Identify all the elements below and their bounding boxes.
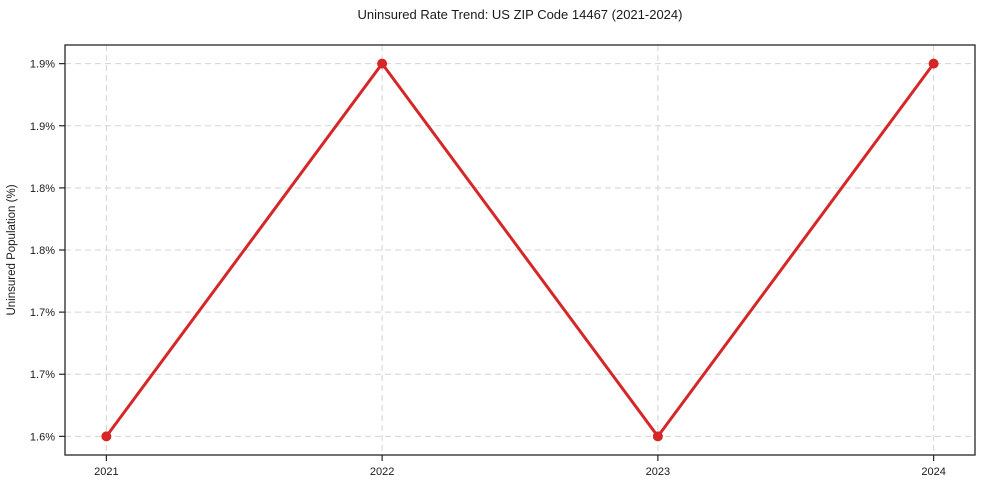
x-tick-label-2024: 2024: [921, 466, 945, 478]
data-point-2024: [928, 58, 939, 69]
x-tick-label-2021: 2021: [94, 466, 118, 478]
y-tick-label: 1.7%: [30, 369, 55, 381]
y-axis-label-text: Uninsured Population (%): [6, 184, 18, 316]
y-tick-label: 1.9%: [30, 59, 55, 71]
y-tick-label: 1.6%: [30, 431, 55, 443]
y-tick-label: 1.8%: [30, 245, 55, 257]
y-tick-label: 1.8%: [30, 183, 55, 195]
data-line: [104, 62, 936, 438]
data-point-2023: [652, 431, 663, 442]
chart-title: Uninsured Rate Trend: US ZIP Code 14467 …: [357, 7, 683, 22]
data-point-2022: [377, 58, 388, 69]
data-point-2021: [101, 431, 112, 442]
y-tick-label: 1.9%: [30, 121, 55, 133]
x-tick-label-2022: 2022: [370, 466, 394, 478]
y-tick-label: 1.7%: [30, 307, 55, 319]
x-tick-label-2023: 2023: [646, 466, 670, 478]
